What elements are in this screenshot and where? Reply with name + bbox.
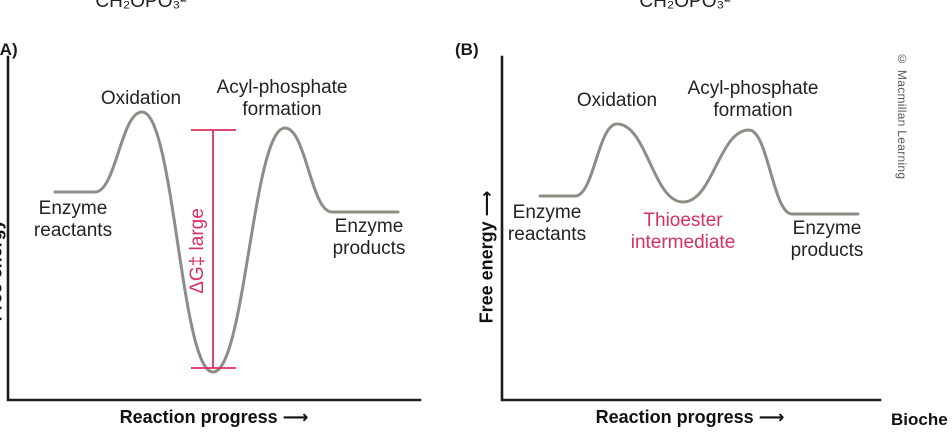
panel-a-enzyme-products-label: Enzyme products: [332, 216, 406, 259]
panel-b-oxidation-label: Oxidation: [576, 90, 658, 111]
panel-a-letter: (A): [0, 40, 18, 59]
panel-a-y-axis-label: Free energy ⟶: [0, 189, 6, 322]
panel-a-x-axis-label: Reaction progress ⟶: [119, 407, 309, 427]
panel-b-letter: (B): [455, 40, 479, 59]
delta-g-bracket-line: [191, 129, 236, 369]
formula-panel-a: CH₂OPO₃²⁻: [95, 0, 197, 12]
thioester-intermediate-label: Thioester intermediate: [630, 210, 736, 253]
panel-b-enzyme-products-label: Enzyme products: [790, 218, 864, 261]
panel-a-oxidation-label: Oxidation: [100, 88, 182, 109]
panel-a-acyl-phosphate-label: Acyl-phosphate formation: [216, 77, 348, 120]
panel-b-acyl-phosphate-label: Acyl-phosphate formation: [687, 78, 819, 121]
panel-b-x-axis-label: Reaction progress ⟶: [595, 407, 785, 427]
formula-panel-b: CH₂OPO₃²⁻: [639, 0, 741, 12]
panel-a-axes: [6, 55, 422, 402]
panel-b-y-axis-label: Free energy ⟶: [476, 190, 497, 324]
delta-g-large-label: ΔG‡ large: [187, 208, 208, 294]
panel-b-enzyme-reactants-label: Enzyme reactants: [507, 202, 587, 245]
caption-fragment: Bioche: [891, 410, 948, 429]
panel-a-enzyme-reactants-label: Enzyme reactants: [33, 198, 113, 241]
macmillan-credit: © Macmillan Learning: [895, 52, 909, 180]
panel-b-energy-curve: [538, 122, 860, 216]
panel-a-energy-curve: [53, 110, 400, 374]
panel-b-axes: [500, 55, 882, 402]
